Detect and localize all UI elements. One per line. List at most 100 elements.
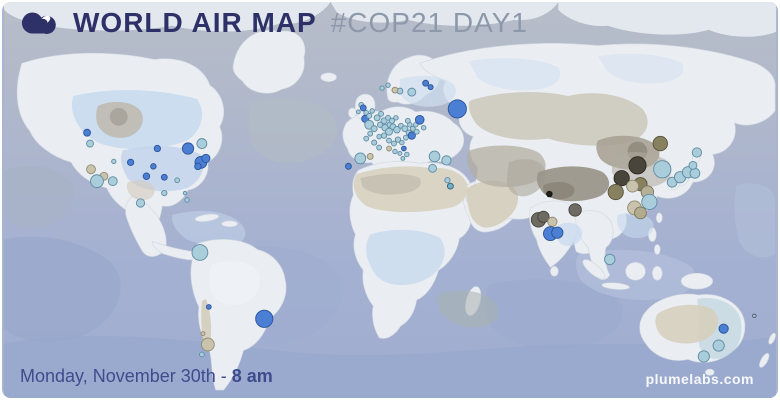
city-marker-lightblue[interactable] xyxy=(369,108,375,114)
city-marker-paletan[interactable] xyxy=(86,164,96,175)
city-marker-lightblue[interactable] xyxy=(376,133,382,140)
city-marker-blue[interactable] xyxy=(206,304,212,310)
city-marker-lightblue[interactable] xyxy=(404,151,410,158)
city-marker-lightblue[interactable] xyxy=(355,109,361,115)
city-marker-lightblue[interactable] xyxy=(413,128,420,135)
city-marker-lightblue[interactable] xyxy=(399,139,405,146)
city-marker-blue[interactable] xyxy=(401,145,407,152)
city-marker-blue[interactable] xyxy=(181,142,195,155)
city-marker-lightblue[interactable] xyxy=(376,121,384,128)
city-marker-verydark[interactable] xyxy=(613,170,630,187)
city-marker-lightblue[interactable] xyxy=(604,253,616,266)
city-marker-blue[interactable] xyxy=(447,99,467,119)
city-marker-lightblue[interactable] xyxy=(392,148,398,155)
city-marker-lightblue[interactable] xyxy=(107,176,118,187)
city-marker-lightblue[interactable] xyxy=(393,125,401,134)
city-marker-blue[interactable] xyxy=(142,172,151,180)
city-marker-lightblue[interactable] xyxy=(391,140,397,147)
city-marker-lightblue[interactable] xyxy=(161,189,168,197)
city-marker-lightblue[interactable] xyxy=(366,112,373,119)
city-marker-blue[interactable] xyxy=(160,173,168,181)
city-marker-blue[interactable] xyxy=(150,163,157,170)
city-marker-lightblue[interactable] xyxy=(86,139,94,148)
city-marker-blue[interactable] xyxy=(194,162,202,171)
city-marker-paletan[interactable] xyxy=(200,337,215,352)
city-marker-blue[interactable] xyxy=(153,144,161,153)
city-marker-blue[interactable] xyxy=(407,131,416,140)
city-marker-lightblue[interactable] xyxy=(401,125,409,133)
city-marker-blue[interactable] xyxy=(83,128,91,137)
city-marker-lightblue[interactable] xyxy=(371,139,378,146)
city-marker-teal[interactable] xyxy=(446,182,454,190)
city-marker-tan[interactable] xyxy=(634,206,647,220)
city-marker-lightblue[interactable] xyxy=(184,197,190,203)
city-marker-lightblue[interactable] xyxy=(174,177,180,184)
city-marker-lightblue[interactable] xyxy=(428,163,437,173)
city-marker-lightblue[interactable] xyxy=(409,125,416,132)
city-marker-lightblue[interactable] xyxy=(370,125,378,133)
city-marker-black[interactable] xyxy=(546,190,553,198)
city-marker-lightblue[interactable] xyxy=(376,144,383,151)
city-marker-lightblue[interactable] xyxy=(385,127,393,136)
city-marker-lightblue[interactable] xyxy=(712,339,725,352)
city-marker-paletan[interactable] xyxy=(547,216,558,227)
city-marker-paletan[interactable] xyxy=(366,153,374,160)
city-marker-lightblue[interactable] xyxy=(400,155,406,161)
city-marker-lightblue[interactable] xyxy=(441,155,452,166)
city-marker-blue[interactable] xyxy=(414,115,425,125)
city-marker-lightblue[interactable] xyxy=(90,174,104,189)
city-marker-lightblue[interactable] xyxy=(404,117,411,124)
city-marker-lightblue[interactable] xyxy=(385,82,391,88)
city-marker-lightblue[interactable] xyxy=(385,114,391,121)
city-marker-gray[interactable] xyxy=(568,203,582,217)
city-marker-lightblue[interactable] xyxy=(402,134,409,141)
city-marker-lightblue[interactable] xyxy=(196,138,208,149)
city-marker-paletan[interactable] xyxy=(386,145,392,152)
city-marker-lightblue[interactable] xyxy=(191,244,209,261)
city-marker-lightblue[interactable] xyxy=(697,350,710,363)
city-marker-lightblue[interactable] xyxy=(407,87,417,97)
city-marker-olive[interactable] xyxy=(652,135,668,152)
city-marker-blue[interactable] xyxy=(718,323,729,334)
plumelabs-credit-link[interactable]: plumelabs.com xyxy=(645,371,754,387)
city-marker-lightblue[interactable] xyxy=(182,190,188,196)
city-marker-lightblue[interactable] xyxy=(378,110,385,117)
city-marker-empty[interactable] xyxy=(752,313,757,319)
city-marker-paletan[interactable] xyxy=(391,86,399,94)
city-marker-lightblue[interactable] xyxy=(394,136,402,143)
city-marker-blue[interactable] xyxy=(345,162,352,170)
city-marker-lightblue[interactable] xyxy=(691,147,702,158)
city-marker-blue[interactable] xyxy=(427,84,434,91)
city-marker-lightblue[interactable] xyxy=(653,160,672,179)
city-marker-lightblue[interactable] xyxy=(428,150,441,163)
city-marker-lightblue[interactable] xyxy=(354,152,367,165)
city-marker-lightblue[interactable] xyxy=(444,177,451,184)
city-marker-blue[interactable] xyxy=(127,158,135,166)
city-marker-lightblue[interactable] xyxy=(367,130,374,137)
city-marker-olive[interactable] xyxy=(607,184,624,201)
city-marker-lightblue[interactable] xyxy=(380,132,388,139)
city-marker-lightblue[interactable] xyxy=(199,351,205,358)
city-marker-lightblue[interactable] xyxy=(135,198,146,208)
city-marker-paletan[interactable] xyxy=(200,331,206,337)
city-marker-lightblue[interactable] xyxy=(641,193,658,211)
city-marker-lightblue[interactable] xyxy=(386,137,392,144)
city-marker-lightblue[interactable] xyxy=(397,151,403,156)
city-marker-blue[interactable] xyxy=(255,309,274,328)
city-marker-verydark[interactable] xyxy=(628,156,647,175)
city-marker-lightblue[interactable] xyxy=(363,135,370,142)
city-marker-lightblue[interactable] xyxy=(393,115,399,121)
city-marker-lightblue[interactable] xyxy=(689,167,701,179)
city-marker-paletan[interactable] xyxy=(626,179,639,193)
city-marker-gray[interactable] xyxy=(537,210,550,223)
city-marker-lightblue[interactable] xyxy=(420,125,427,131)
city-marker-lightblue[interactable] xyxy=(111,158,117,165)
city-marker-lightblue[interactable] xyxy=(688,160,698,170)
city-marker-lightblue[interactable] xyxy=(373,114,381,122)
city-marker-blue[interactable] xyxy=(551,226,564,239)
city-marker-lightblue[interactable] xyxy=(379,85,385,91)
city-marker-blue[interactable] xyxy=(422,79,430,87)
city-marker-blue[interactable] xyxy=(201,153,211,164)
